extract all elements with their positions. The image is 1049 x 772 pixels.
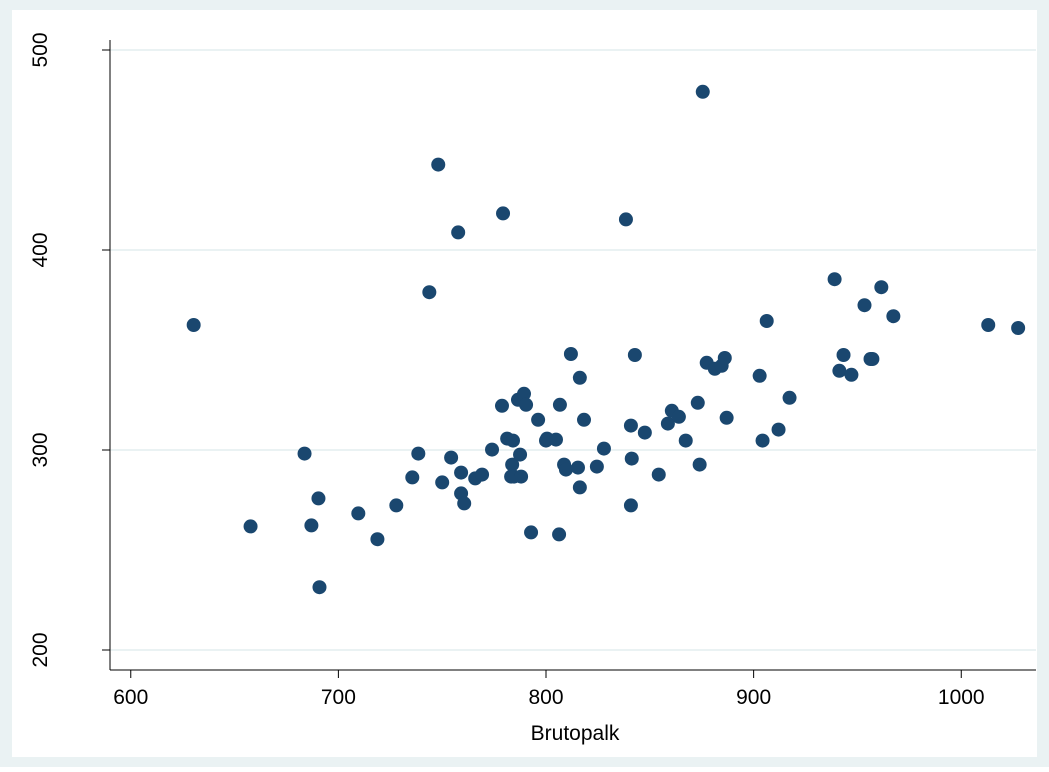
- point: [836, 348, 851, 362]
- point: [304, 518, 319, 533]
- point: [514, 469, 529, 484]
- point: [627, 348, 642, 362]
- point: [494, 398, 509, 413]
- point: [886, 309, 901, 324]
- point: [505, 457, 520, 472]
- point: [496, 206, 511, 221]
- point: [1011, 321, 1026, 335]
- point: [243, 519, 258, 534]
- point: [752, 368, 767, 383]
- point: [623, 418, 638, 433]
- point: [717, 351, 732, 365]
- point: [719, 410, 734, 425]
- point: [531, 412, 546, 427]
- point: [865, 352, 880, 366]
- x-tick-label: 1000: [938, 686, 985, 709]
- point: [690, 395, 705, 410]
- point: [589, 459, 604, 474]
- point: [596, 441, 611, 456]
- point: [297, 446, 312, 461]
- x-tick-label: 600: [113, 686, 148, 709]
- point: [517, 386, 532, 401]
- point: [485, 442, 500, 457]
- point: [524, 525, 539, 540]
- point: [981, 318, 996, 332]
- point: [844, 367, 859, 382]
- point: [411, 446, 426, 461]
- point: [519, 397, 534, 412]
- plot-region: [12, 10, 1037, 757]
- point: [755, 433, 770, 448]
- point: [623, 498, 638, 513]
- x-tick-label: 800: [528, 686, 563, 709]
- point: [552, 527, 567, 542]
- point: [618, 212, 633, 227]
- point: [454, 465, 469, 480]
- point: [671, 409, 686, 424]
- point: [577, 412, 592, 427]
- point: [405, 470, 420, 485]
- point: [759, 314, 774, 328]
- point: [874, 280, 889, 295]
- point: [660, 416, 675, 431]
- point: [624, 451, 639, 466]
- x-tick-label: 900: [736, 686, 771, 709]
- x-axis-label: Brutopalk: [531, 722, 620, 745]
- point: [312, 580, 327, 595]
- y-tick-label: 300: [29, 432, 52, 467]
- point: [552, 397, 567, 412]
- point: [857, 298, 872, 313]
- point: [572, 480, 587, 495]
- point: [311, 491, 326, 506]
- point: [475, 467, 490, 482]
- point: [572, 370, 587, 385]
- point: [431, 157, 446, 172]
- point: [457, 496, 472, 511]
- point: [692, 457, 707, 472]
- y-tick-label: 500: [29, 32, 52, 67]
- point: [832, 363, 847, 378]
- point: [370, 532, 385, 547]
- point: [563, 347, 578, 361]
- point: [782, 390, 797, 405]
- point: [435, 475, 450, 490]
- point: [186, 318, 201, 332]
- point: [451, 225, 466, 240]
- point: [651, 467, 666, 482]
- point: [548, 432, 563, 447]
- point: [771, 422, 786, 437]
- point: [637, 425, 652, 440]
- point: [570, 460, 585, 475]
- point: [389, 498, 404, 513]
- point: [558, 462, 573, 477]
- y-tick-label: 400: [29, 232, 52, 267]
- point: [422, 285, 437, 300]
- point: [695, 84, 710, 99]
- point: [678, 433, 693, 448]
- point: [351, 506, 366, 521]
- point: [513, 447, 528, 462]
- point: [505, 433, 520, 448]
- x-tick-label: 700: [321, 686, 356, 709]
- y-tick-label: 200: [29, 632, 52, 667]
- point: [827, 272, 842, 287]
- point: [444, 450, 459, 465]
